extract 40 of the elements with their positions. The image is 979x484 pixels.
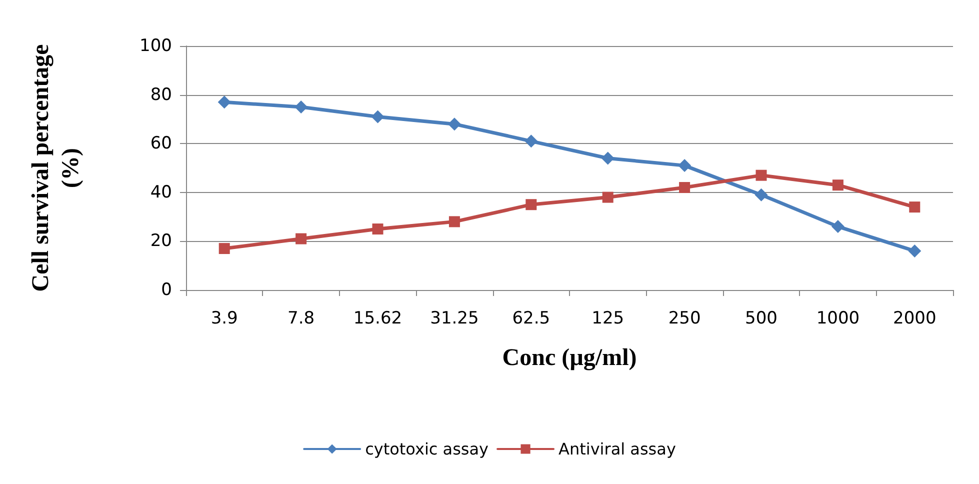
point	[371, 110, 384, 124]
x-tick-label: 15.62	[353, 308, 402, 328]
point	[372, 224, 384, 234]
x-tick-label: 500	[745, 308, 778, 328]
y-tick-label: 20	[150, 231, 172, 252]
point	[526, 199, 537, 210]
point	[296, 233, 307, 244]
point	[601, 152, 614, 165]
y-tick-label: 0	[161, 280, 172, 300]
y-tick-label: 40	[150, 182, 172, 202]
x-tick-label: 31.25	[430, 308, 479, 328]
x-tick-label: 3.9	[210, 308, 238, 328]
point	[756, 170, 767, 181]
y-axis-title: Cell survival percentage (%)	[28, 44, 84, 292]
x-tick-label: 1000	[816, 308, 860, 328]
x-tick-label: 7.8	[288, 308, 315, 328]
y-tick-label: 80	[150, 84, 172, 105]
legend-label: cytotoxic assay	[365, 440, 489, 458]
point	[832, 180, 844, 191]
legend-label: Antiviral assay	[558, 440, 676, 458]
point	[524, 134, 538, 148]
point	[602, 192, 614, 203]
point	[908, 244, 922, 258]
point	[218, 243, 230, 254]
point	[679, 182, 690, 194]
point	[448, 216, 460, 228]
point	[218, 96, 231, 109]
x-tick-label: 62.5	[512, 308, 550, 328]
x-tick-label: 125	[592, 308, 624, 328]
x-axis-title: Conc (µg/ml)	[502, 345, 637, 371]
x-tick-label: 250	[668, 308, 701, 328]
point	[678, 159, 692, 172]
point	[754, 188, 768, 202]
point	[448, 118, 461, 131]
x-tick-label: 2000	[893, 308, 936, 328]
y-tick-label: 60	[150, 134, 172, 154]
point	[294, 100, 308, 114]
point	[909, 202, 920, 213]
point	[831, 220, 844, 234]
y-tick-label: 100	[140, 36, 172, 56]
